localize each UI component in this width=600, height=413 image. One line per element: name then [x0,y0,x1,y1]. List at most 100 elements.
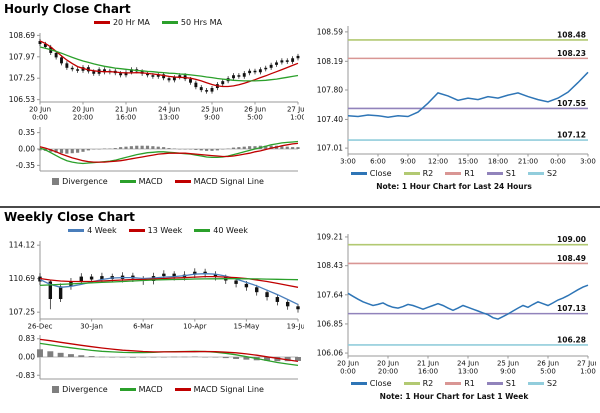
hourly-macd-legend: Divergence MACD MACD Signal Line [4,176,312,187]
s2-label: S2 [547,169,558,178]
macd-signal-line-swatch [174,180,191,183]
svg-text:25 Jun: 25 Jun [201,106,223,114]
legend-item-50hr-ma: 50 Hrs MA [161,18,223,27]
svg-text:20 Jun: 20 Jun [72,106,94,114]
legend-item-close: Close [350,169,392,178]
svg-text:107.97: 107.97 [9,52,35,61]
weekly-section: Weekly Close Chart 4 Week 13 Week 40 Wee… [0,206,600,411]
macd-signal-label: MACD Signal Line [193,385,264,394]
divergence-label: Divergence [62,177,108,186]
svg-text:25 Jun: 25 Jun [497,360,519,368]
hourly-left-column: Hourly Close Chart 20 Hr MA 50 Hrs MA 10… [0,0,312,206]
close-label: Close [369,379,392,388]
svg-text:13:00: 13:00 [458,368,478,376]
svg-text:106.28: 106.28 [557,335,586,344]
close-label: Close [369,169,392,178]
svg-text:107.80: 107.80 [317,86,343,95]
svg-text:107.55: 107.55 [557,99,586,108]
ma50-label: 50 Hrs MA [180,18,223,27]
weekly-pivot-note: Note: 1 Hour Chart for Last 1 Week [379,392,529,401]
close-line-swatch [350,172,367,175]
legend-item-s1: S1 [486,379,516,388]
svg-text:27 Jun: 27 Jun [577,360,596,368]
macd-label: MACD [138,385,163,394]
svg-text:0.83: 0.83 [18,334,35,343]
s2-line-swatch [528,382,545,385]
macd-label: MACD [138,177,163,186]
svg-text:0.00: 0.00 [18,145,35,154]
svg-text:107.40: 107.40 [317,115,343,124]
ma4w-label: 4 Week [87,226,117,235]
svg-text:0:00: 0:00 [32,114,48,122]
hourly-section: Hourly Close Chart 20 Hr MA 50 Hrs MA 10… [0,0,600,206]
weekly-pivot-legend: Close R2 R1 S1 S2 [312,378,596,389]
svg-text:24 Jun: 24 Jun [158,106,180,114]
ma4w-line-swatch [68,229,85,232]
svg-text:108.19: 108.19 [317,57,343,66]
svg-text:106.85: 106.85 [317,319,343,328]
svg-text:0:00: 0:00 [550,158,566,166]
svg-text:1:00: 1:00 [580,368,596,376]
legend-item-13week: 13 Week [128,226,182,235]
legend-item-4week: 4 Week [68,226,117,235]
svg-text:6-Mar: 6-Mar [133,323,153,331]
svg-text:20 Jun: 20 Jun [29,106,51,114]
svg-text:3:00: 3:00 [580,158,596,166]
hourly-ma-legend: 20 Hr MA 50 Hrs MA [4,17,312,28]
svg-text:10-Apr: 10-Apr [183,323,207,331]
svg-text:6:00: 6:00 [370,158,386,166]
svg-text:9:00: 9:00 [400,158,416,166]
legend-item-20hr-ma: 20 Hr MA [93,18,150,27]
svg-text:108.43: 108.43 [317,261,343,270]
legend-item-macd-signal: MACD Signal Line [174,177,264,186]
svg-text:107.12: 107.12 [557,131,586,140]
svg-text:26 Jun: 26 Jun [537,360,559,368]
divergence-bar-swatch [52,178,60,185]
svg-text:20:00: 20:00 [378,368,398,376]
svg-text:16:00: 16:00 [116,114,136,122]
legend-item-r2: R2 [403,379,434,388]
svg-text:13:00: 13:00 [159,114,179,122]
svg-text:107.64: 107.64 [317,290,343,299]
svg-text:109.00: 109.00 [557,235,586,244]
r1-label: R1 [464,169,475,178]
weekly-section-title: Weekly Close Chart [4,210,135,224]
weekly-ma-legend: 4 Week 13 Week 40 Week [4,225,312,236]
svg-text:0.00: 0.00 [18,353,35,362]
svg-text:5:00: 5:00 [247,114,263,122]
divergence-bar-swatch [52,386,60,393]
legend-item-s1: S1 [486,169,516,178]
svg-text:108.49: 108.49 [557,254,586,263]
r1-line-swatch [445,172,462,175]
s2-line-swatch [528,172,545,175]
ma13w-line-swatch [128,229,145,232]
svg-text:107.01: 107.01 [317,144,343,153]
hourly-section-title: Hourly Close Chart [4,2,131,16]
ma40w-label: 40 Week [213,226,248,235]
svg-text:107.25: 107.25 [9,74,35,83]
s1-line-swatch [486,382,503,385]
svg-text:20 Jun: 20 Jun [377,360,399,368]
divergence-label: Divergence [62,385,108,394]
r1-line-swatch [445,382,462,385]
legend-item-divergence: Divergence [52,177,108,186]
ma40w-line-swatch [194,229,211,232]
svg-text:20:00: 20:00 [73,114,93,122]
svg-text:108.69: 108.69 [9,31,35,40]
svg-text:9:00: 9:00 [500,368,516,376]
hourly-pivot-legend: Close R2 R1 S1 S2 [312,168,596,179]
hourly-pivot-note: Note: 1 Hour Chart for Last 24 Hours [376,182,532,191]
svg-text:107.25: 107.25 [9,308,35,317]
svg-text:16:00: 16:00 [418,368,438,376]
legend-item-close: Close [350,379,392,388]
svg-text:-0.83: -0.83 [16,371,36,380]
r2-label: R2 [422,379,434,388]
svg-text:24 Jun: 24 Jun [457,360,479,368]
close-line-swatch [350,382,367,385]
legend-item-divergence: Divergence [52,385,108,394]
svg-text:12:00: 12:00 [428,158,448,166]
r2-line-swatch [403,382,420,385]
s2-label: S2 [547,379,558,388]
svg-text:15:00: 15:00 [458,158,478,166]
